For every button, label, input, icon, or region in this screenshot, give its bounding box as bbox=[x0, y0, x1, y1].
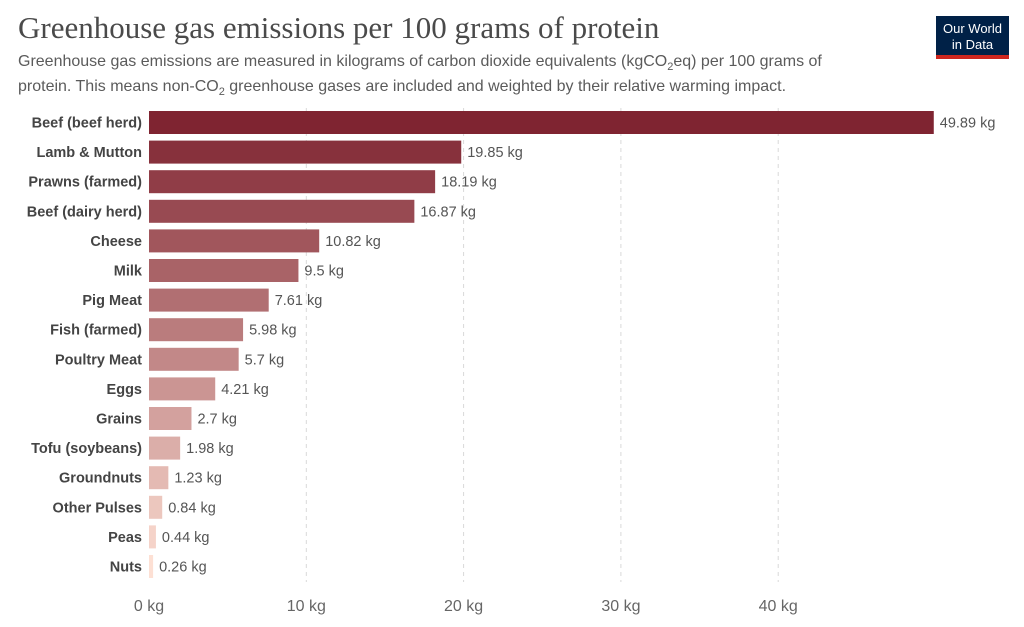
subtitle-line2-sub: 2 bbox=[218, 86, 225, 99]
category-label: Pig Meat bbox=[82, 293, 142, 309]
bar-layer: Beef (beef herd) 49.89 kg Lamb & Mutton 19.… bbox=[27, 111, 996, 578]
value-label: 49.89 kg bbox=[940, 116, 996, 132]
bar bbox=[149, 377, 216, 401]
value-label: 7.61 kg bbox=[275, 293, 323, 309]
subtitle-line2-a: protein. This means non-CO bbox=[18, 78, 219, 96]
subtitle-line1-sub: 2 bbox=[667, 61, 674, 74]
bar bbox=[149, 288, 269, 312]
bar bbox=[149, 407, 192, 430]
bar bbox=[149, 111, 934, 134]
x-tick-label: 10 kg bbox=[287, 598, 326, 615]
bar bbox=[149, 318, 244, 342]
subtitle-line1-a: Greenhouse gas emissions are measured in… bbox=[18, 53, 668, 70]
value-label: 0.26 kg bbox=[159, 560, 207, 576]
x-tick-label: 20 kg bbox=[444, 598, 483, 615]
bar bbox=[149, 140, 462, 164]
category-label: Other Pulses bbox=[53, 500, 142, 516]
category-label: Beef (dairy herd) bbox=[27, 204, 142, 220]
value-label: 1.23 kg bbox=[174, 471, 222, 487]
value-label: 9.5 kg bbox=[304, 264, 344, 280]
bar bbox=[149, 259, 299, 282]
category-label: Poultry Meat bbox=[55, 352, 142, 368]
category-label: Nuts bbox=[110, 560, 142, 576]
bar bbox=[149, 525, 156, 549]
category-label: Tofu (soybeans) bbox=[31, 441, 142, 457]
value-label: 0.44 kg bbox=[162, 530, 210, 546]
category-label: Lamb & Mutton bbox=[36, 145, 142, 161]
x-tick-label: 40 kg bbox=[759, 598, 798, 615]
bar bbox=[149, 495, 163, 519]
x-tick-label: 30 kg bbox=[601, 598, 640, 615]
logo-line2: in Data bbox=[951, 37, 994, 52]
bar bbox=[149, 347, 239, 371]
value-label: 4.21 kg bbox=[221, 382, 269, 398]
x-axis-ticks: 0 kg 10 kg 20 kg 30 kg 40 kg bbox=[134, 598, 798, 615]
category-label: Peas bbox=[108, 530, 142, 546]
value-label: 5.98 kg bbox=[249, 323, 297, 339]
category-label: Eggs bbox=[107, 382, 142, 398]
x-tick-label: 0 kg bbox=[134, 598, 164, 615]
grid-layer bbox=[305, 108, 779, 582]
bar bbox=[149, 170, 436, 194]
category-label: Groundnuts bbox=[59, 471, 142, 487]
category-label: Grains bbox=[96, 412, 142, 428]
value-label: 18.19 kg bbox=[441, 175, 497, 191]
category-label: Beef (beef herd) bbox=[32, 116, 143, 132]
subtitle-line1-b: eq) per 100 grams of bbox=[673, 53, 822, 70]
bar bbox=[149, 555, 154, 578]
value-label: 19.85 kg bbox=[467, 145, 523, 161]
bar bbox=[149, 229, 320, 253]
value-label: 2.7 kg bbox=[197, 412, 237, 428]
subtitle-line2-b: greenhouse gases are included and weight… bbox=[224, 78, 787, 96]
value-label: 5.7 kg bbox=[245, 352, 285, 368]
value-label: 16.87 kg bbox=[420, 204, 476, 220]
logo-line1: Our World bbox=[943, 21, 1002, 36]
category-label: Milk bbox=[114, 264, 143, 280]
bar bbox=[149, 199, 415, 223]
category-label: Cheese bbox=[90, 234, 142, 250]
chart-subtitle: Greenhouse gas emissions are measured in… bbox=[18, 52, 898, 102]
value-label: 0.84 kg bbox=[168, 500, 216, 516]
category-label: Prawns (farmed) bbox=[28, 175, 142, 191]
chart-title: Greenhouse gas emissions per 100 grams o… bbox=[18, 10, 660, 45]
bar bbox=[149, 466, 169, 490]
our-world-in-data-logo[interactable]: Our World in Data bbox=[936, 16, 1009, 59]
category-label: Fish (farmed) bbox=[50, 323, 142, 339]
value-label: 10.82 kg bbox=[325, 234, 381, 250]
bar bbox=[149, 436, 181, 460]
value-label: 1.98 kg bbox=[186, 441, 234, 457]
